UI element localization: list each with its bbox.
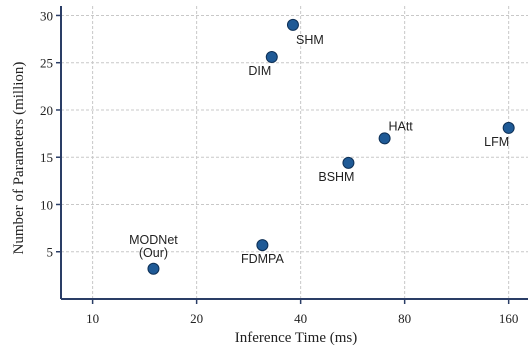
point-label: MODNet (Our) (129, 233, 178, 260)
x-axis-title: Inference Time (ms) (235, 330, 357, 346)
y-tick-label: 25 (40, 56, 53, 71)
y-tick-label: 10 (40, 197, 53, 212)
point-label: FDMPA (241, 252, 284, 266)
point-label: LFM (484, 135, 509, 149)
point-label: HAtt (388, 119, 413, 133)
point-label: SHM (296, 33, 324, 47)
data-point (147, 262, 160, 275)
data-point (286, 18, 299, 31)
data-point (502, 121, 515, 134)
y-tick-label: 5 (47, 245, 54, 260)
x-tick-label: 10 (86, 311, 99, 326)
point-label: DIM (248, 64, 271, 78)
data-points (147, 18, 515, 275)
x-tick-label: 40 (294, 311, 307, 326)
y-axis-title: Number of Parameters (million) (11, 62, 27, 255)
x-tick-label: 160 (499, 311, 519, 326)
tick-labels: 10 20 40 80 160 5 10 15 20 25 30 (40, 8, 518, 326)
point-labels: MODNet (Our) FDMPA DIM SHM BSHM HAtt LFM (129, 33, 509, 266)
x-tick-label: 80 (398, 311, 411, 326)
data-point (265, 51, 278, 64)
point-label: BSHM (318, 170, 354, 184)
axes (56, 6, 528, 304)
data-point (256, 239, 269, 252)
grid-lines (61, 6, 528, 299)
y-tick-label: 30 (40, 8, 53, 23)
data-point (342, 156, 355, 169)
y-tick-label: 15 (40, 150, 53, 165)
y-tick-label: 20 (40, 103, 53, 118)
data-point (378, 132, 391, 145)
x-tick-label: 20 (190, 311, 203, 326)
